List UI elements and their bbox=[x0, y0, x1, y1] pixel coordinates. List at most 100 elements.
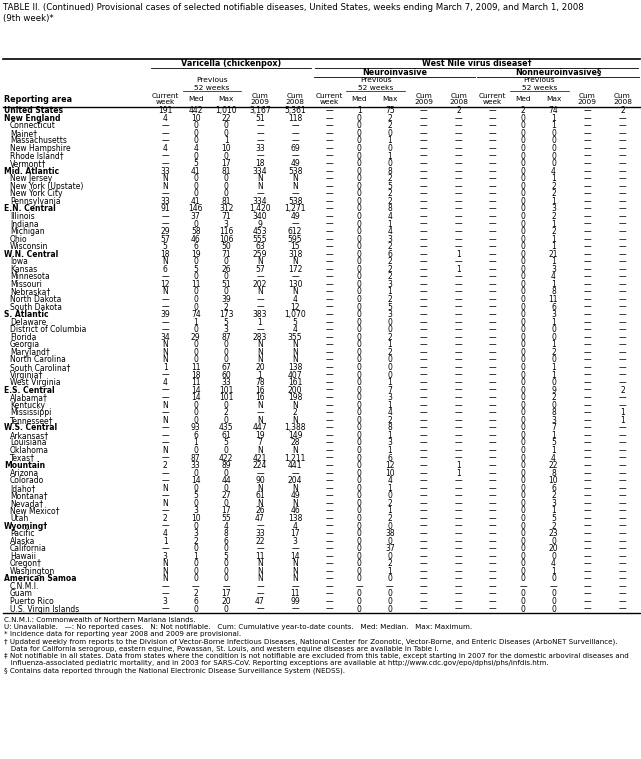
Text: —: — bbox=[583, 121, 591, 131]
Text: —: — bbox=[619, 212, 626, 221]
Text: 2: 2 bbox=[387, 499, 392, 508]
Text: influenza-associated pediatric mortality, and in 2003 for SARS-CoV. Reporting ex: influenza-associated pediatric mortality… bbox=[4, 660, 549, 666]
Text: 0: 0 bbox=[551, 597, 556, 606]
Text: —: — bbox=[325, 310, 333, 319]
Text: 19: 19 bbox=[191, 250, 201, 259]
Text: 0: 0 bbox=[387, 491, 392, 500]
Text: —: — bbox=[455, 499, 463, 508]
Text: 283: 283 bbox=[253, 332, 267, 342]
Text: —: — bbox=[583, 401, 591, 410]
Text: 3: 3 bbox=[551, 265, 556, 274]
Text: —: — bbox=[455, 242, 463, 251]
Text: 0: 0 bbox=[357, 552, 362, 561]
Text: 4: 4 bbox=[551, 559, 556, 568]
Text: 0: 0 bbox=[387, 605, 392, 613]
Text: —: — bbox=[489, 575, 496, 584]
Text: 0: 0 bbox=[357, 288, 362, 297]
Text: Idaho†: Idaho† bbox=[10, 483, 35, 493]
Text: —: — bbox=[619, 529, 626, 538]
Text: 26: 26 bbox=[255, 506, 265, 515]
Text: 0: 0 bbox=[194, 416, 198, 425]
Text: 1: 1 bbox=[258, 370, 262, 380]
Text: 3: 3 bbox=[163, 552, 168, 561]
Text: 0: 0 bbox=[194, 401, 198, 410]
Text: —: — bbox=[619, 235, 626, 244]
Text: 38: 38 bbox=[385, 529, 395, 538]
Text: Cum
2008: Cum 2008 bbox=[449, 93, 469, 106]
Text: 0: 0 bbox=[520, 370, 526, 380]
Text: 4: 4 bbox=[163, 114, 168, 123]
Text: 116: 116 bbox=[219, 227, 233, 236]
Text: —: — bbox=[619, 582, 626, 591]
Text: —: — bbox=[420, 295, 428, 304]
Text: —: — bbox=[583, 355, 591, 364]
Text: 4: 4 bbox=[293, 295, 297, 304]
Text: 0: 0 bbox=[551, 605, 556, 613]
Text: 4: 4 bbox=[387, 212, 392, 221]
Text: 44: 44 bbox=[221, 476, 231, 485]
Text: —: — bbox=[256, 468, 264, 477]
Text: 1: 1 bbox=[258, 318, 262, 326]
Text: —: — bbox=[325, 227, 333, 236]
Text: —: — bbox=[325, 559, 333, 568]
Text: 1,010: 1,010 bbox=[215, 106, 237, 115]
Text: 1: 1 bbox=[387, 378, 392, 387]
Text: N: N bbox=[162, 416, 168, 425]
Text: —: — bbox=[489, 401, 496, 410]
Text: 2: 2 bbox=[620, 106, 625, 115]
Text: 61: 61 bbox=[221, 431, 231, 440]
Text: 0: 0 bbox=[520, 288, 526, 297]
Text: 7: 7 bbox=[258, 439, 262, 448]
Text: N: N bbox=[292, 559, 298, 568]
Text: —: — bbox=[489, 197, 496, 206]
Text: —: — bbox=[420, 197, 428, 206]
Text: —: — bbox=[325, 303, 333, 312]
Text: 0: 0 bbox=[520, 491, 526, 500]
Text: 421: 421 bbox=[253, 454, 267, 462]
Text: 0: 0 bbox=[520, 567, 526, 576]
Text: 1: 1 bbox=[551, 370, 556, 380]
Text: 6: 6 bbox=[387, 454, 392, 462]
Text: 441: 441 bbox=[288, 461, 303, 470]
Text: —: — bbox=[325, 491, 333, 500]
Text: 4: 4 bbox=[387, 227, 392, 236]
Text: 0: 0 bbox=[387, 129, 392, 138]
Text: —: — bbox=[420, 114, 428, 123]
Text: —: — bbox=[619, 159, 626, 168]
Text: 0: 0 bbox=[194, 303, 198, 312]
Text: 0: 0 bbox=[387, 144, 392, 153]
Text: —: — bbox=[489, 137, 496, 146]
Text: Cum
2009: Cum 2009 bbox=[414, 93, 433, 106]
Text: —: — bbox=[489, 219, 496, 228]
Text: 2: 2 bbox=[387, 514, 392, 523]
Text: N: N bbox=[162, 483, 168, 493]
Text: —: — bbox=[583, 552, 591, 561]
Text: Missouri: Missouri bbox=[10, 280, 42, 289]
Text: 39: 39 bbox=[160, 310, 170, 319]
Text: 3: 3 bbox=[387, 280, 392, 289]
Text: 0: 0 bbox=[520, 340, 526, 349]
Text: —: — bbox=[455, 272, 463, 282]
Text: —: — bbox=[583, 235, 591, 244]
Text: 0: 0 bbox=[520, 348, 526, 357]
Text: 4: 4 bbox=[551, 272, 556, 282]
Text: 0: 0 bbox=[520, 212, 526, 221]
Text: 0: 0 bbox=[387, 325, 392, 334]
Text: Reporting area: Reporting area bbox=[4, 95, 72, 103]
Text: —: — bbox=[256, 590, 264, 599]
Text: —: — bbox=[162, 544, 169, 553]
Text: 39: 39 bbox=[221, 295, 231, 304]
Text: 0: 0 bbox=[520, 559, 526, 568]
Text: 2: 2 bbox=[387, 272, 392, 282]
Text: —: — bbox=[325, 152, 333, 161]
Text: N: N bbox=[257, 401, 263, 410]
Text: 2: 2 bbox=[194, 537, 198, 546]
Text: 355: 355 bbox=[288, 332, 303, 342]
Text: 0: 0 bbox=[520, 189, 526, 198]
Text: —: — bbox=[162, 590, 169, 599]
Text: N: N bbox=[292, 401, 298, 410]
Text: 0: 0 bbox=[194, 483, 198, 493]
Text: 10: 10 bbox=[385, 468, 395, 477]
Text: Data for California serogroup, eastern equine, Powassan, St. Louis, and western : Data for California serogroup, eastern e… bbox=[4, 646, 438, 652]
Text: —: — bbox=[489, 363, 496, 372]
